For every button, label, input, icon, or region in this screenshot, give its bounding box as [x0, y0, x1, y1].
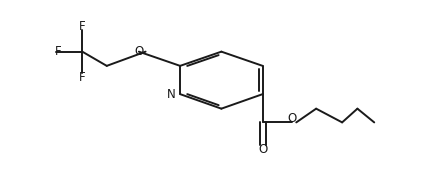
Text: O: O [258, 143, 267, 156]
Text: O: O [287, 112, 296, 125]
Text: F: F [55, 45, 61, 58]
Text: F: F [79, 20, 86, 33]
Text: O: O [134, 45, 144, 58]
Text: N: N [167, 88, 176, 101]
Text: F: F [79, 71, 86, 84]
